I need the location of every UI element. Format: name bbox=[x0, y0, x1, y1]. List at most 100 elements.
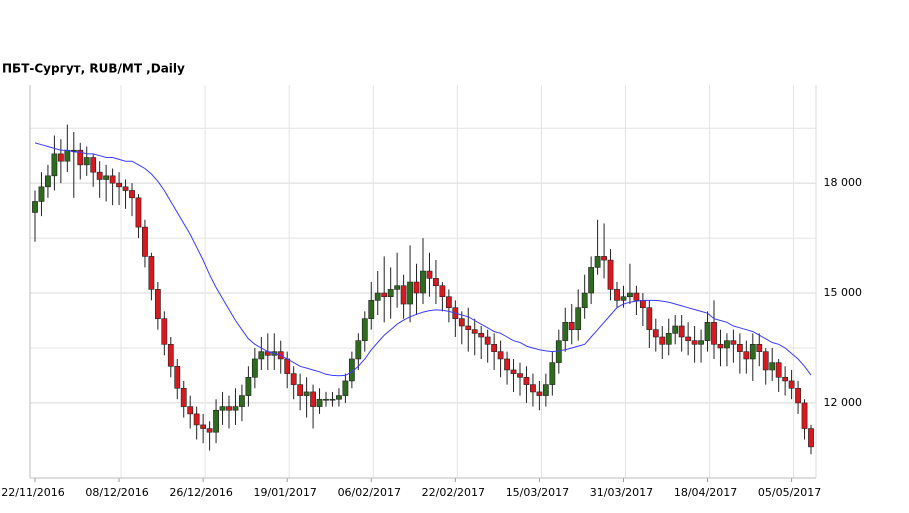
candle-body bbox=[51, 153, 58, 177]
candle-body bbox=[45, 175, 51, 188]
candle-body bbox=[297, 384, 304, 396]
candle-body bbox=[245, 376, 252, 396]
candle-body bbox=[83, 157, 90, 166]
candle-body bbox=[407, 281, 413, 305]
x-tick-label: 31/03/2017 bbox=[590, 486, 653, 499]
candle-body bbox=[730, 340, 737, 345]
candle-body bbox=[96, 171, 103, 180]
candle-body bbox=[672, 325, 679, 334]
candle-body bbox=[698, 340, 704, 345]
candle-body bbox=[749, 344, 756, 360]
y-tick-label: 12 000 bbox=[824, 396, 863, 409]
candle-body bbox=[180, 387, 187, 407]
candle-body bbox=[769, 362, 776, 371]
candle-body bbox=[413, 281, 420, 294]
candle-body bbox=[161, 318, 168, 345]
candle-body bbox=[64, 149, 71, 162]
candle-body bbox=[736, 344, 743, 352]
candle-body bbox=[588, 267, 595, 294]
candle-body bbox=[290, 373, 297, 385]
candle-body bbox=[678, 325, 685, 338]
candle-body bbox=[575, 307, 582, 330]
candle-body bbox=[213, 409, 219, 433]
candle-body bbox=[284, 358, 291, 374]
candle-body bbox=[109, 175, 116, 184]
candle-body bbox=[174, 365, 181, 389]
candle-body bbox=[614, 289, 620, 301]
candle-body bbox=[581, 292, 588, 308]
candle-body bbox=[458, 318, 465, 327]
candle-body bbox=[381, 292, 388, 297]
candle-body bbox=[122, 186, 129, 191]
candle-body bbox=[219, 406, 226, 411]
moving-average bbox=[34, 142, 812, 377]
candle-body bbox=[542, 384, 549, 396]
candle-body bbox=[775, 362, 782, 378]
candle-body bbox=[536, 391, 543, 396]
candle-body bbox=[251, 358, 258, 378]
candle-body bbox=[782, 376, 789, 382]
candle-body bbox=[685, 336, 692, 341]
candle-body bbox=[361, 318, 368, 341]
candle-body bbox=[77, 149, 84, 166]
candle-body bbox=[627, 292, 633, 297]
candle-body bbox=[167, 344, 174, 367]
candle-body bbox=[808, 428, 814, 448]
candle-body bbox=[639, 300, 646, 308]
candle-body bbox=[504, 358, 510, 371]
candle-body bbox=[484, 336, 491, 345]
y-tick-label: 15 000 bbox=[824, 286, 863, 299]
candle-body bbox=[433, 278, 439, 287]
chart-title: ПБТ-Сургут, RUB/MT ,Daily bbox=[2, 62, 185, 76]
candle-body bbox=[420, 270, 426, 294]
candle-body bbox=[103, 175, 110, 180]
candle-body bbox=[711, 322, 717, 345]
candle-body bbox=[510, 369, 517, 374]
x-tick-label: 08/12/2016 bbox=[85, 486, 148, 499]
candle-body bbox=[691, 340, 698, 345]
x-tick-label: 22/02/2017 bbox=[422, 486, 485, 499]
candle-body bbox=[70, 149, 77, 152]
candle-body bbox=[801, 402, 808, 429]
candle-body bbox=[743, 351, 750, 360]
candle-body bbox=[206, 428, 213, 433]
candle-body bbox=[523, 376, 530, 385]
candle-body bbox=[659, 336, 666, 345]
candle-body bbox=[724, 340, 730, 349]
candle-body bbox=[465, 325, 472, 330]
candle-body bbox=[665, 333, 672, 345]
candle-body bbox=[258, 351, 265, 360]
candle-body bbox=[426, 270, 433, 279]
candle-body bbox=[316, 398, 323, 407]
candle-body bbox=[226, 406, 232, 411]
candle-body bbox=[135, 197, 142, 228]
candle-body bbox=[646, 307, 653, 330]
x-tick-label: 19/01/2017 bbox=[253, 486, 316, 499]
candle-body bbox=[355, 340, 362, 360]
candle-body bbox=[323, 398, 329, 401]
candle-body bbox=[400, 285, 407, 305]
candle-body bbox=[704, 322, 711, 341]
candle-body bbox=[374, 292, 381, 301]
x-tick-label: 05/05/2017 bbox=[758, 486, 821, 499]
candle-body bbox=[32, 201, 38, 213]
candle-body bbox=[193, 413, 200, 426]
x-tick-label: 15/03/2017 bbox=[506, 486, 569, 499]
candle-body bbox=[717, 344, 724, 349]
candle-body bbox=[652, 329, 659, 338]
x-tick-label: 26/12/2016 bbox=[169, 486, 232, 499]
candle-body bbox=[336, 395, 342, 400]
candle-body bbox=[387, 289, 394, 297]
candle-body bbox=[471, 329, 478, 334]
candle-body bbox=[478, 333, 485, 338]
candle-body bbox=[439, 285, 446, 297]
candle-body bbox=[530, 384, 536, 393]
candle-body bbox=[549, 362, 556, 385]
candle-body bbox=[239, 395, 245, 407]
y-tick-label: 18 000 bbox=[824, 176, 863, 189]
candle-body bbox=[795, 387, 801, 404]
candle-body bbox=[517, 373, 523, 378]
candle-body bbox=[607, 259, 614, 290]
